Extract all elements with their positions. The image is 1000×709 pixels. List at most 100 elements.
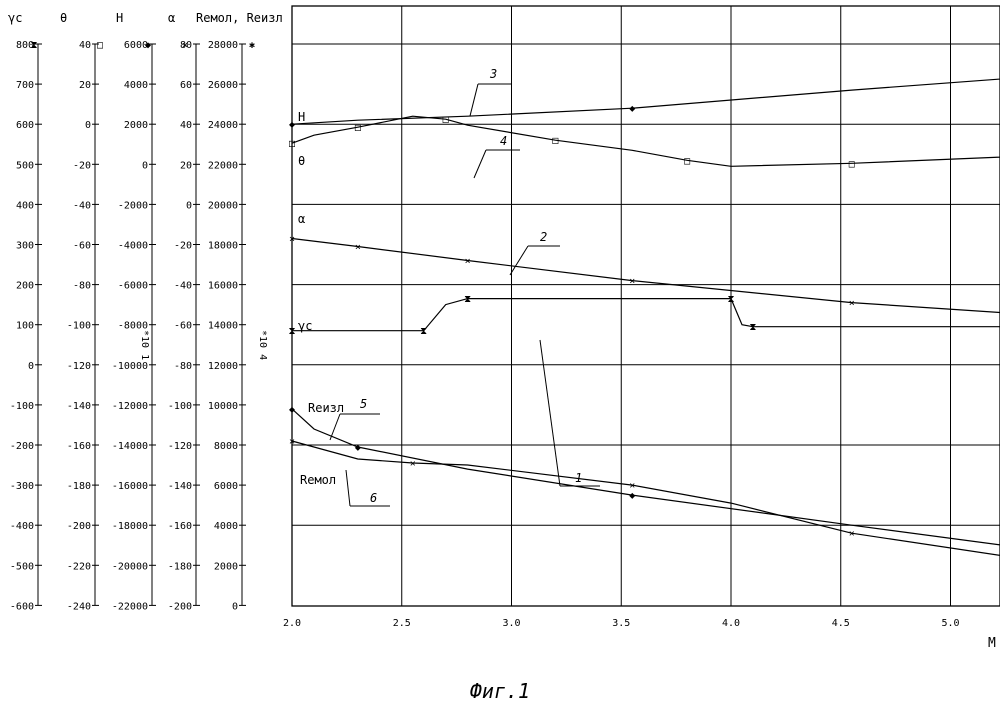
series-line [292,105,1000,166]
scale-tick-label: -600 [10,601,34,612]
scale-tick-label: 300 [16,241,34,252]
series-point: × [629,276,635,287]
scale-tick-label: -60 [174,321,192,332]
scale-header-1: θ [60,11,67,25]
scale-tick-label: -80 [174,361,192,372]
scale-tick-label: 0 [85,120,91,131]
scale-tick-label: -220 [67,561,91,572]
scale-tick-label: -140 [168,481,192,492]
series-point: × [849,298,855,309]
scale-tick-label: -180 [168,561,192,572]
series-point: × [465,256,471,267]
x-tick-label: 4.5 [832,618,850,629]
series-line [292,204,1000,324]
series-point: □ [289,139,295,150]
callout-leader-1 [540,340,560,486]
scale-tick-label: -18000 [112,521,148,532]
scale-tick-label: 2000 [214,561,238,572]
scale-tick-label: 26000 [208,80,238,91]
callout-leader-4 [474,150,486,178]
scale-tick-label: -140 [67,401,91,412]
series-point: × [629,481,635,492]
scale-tick-label: 14000 [208,321,238,332]
scale-tick-label: -200 [67,521,91,532]
scale-tick-label: 500 [16,160,34,171]
callout-number-1: 1 [575,471,582,485]
callout-number-2: 2 [540,230,547,244]
scale-tick-label: 0 [28,361,34,372]
callout-number-3: 3 [489,67,497,81]
scale-tick-label: 40 [79,40,91,51]
x-axis-label: M [988,636,996,651]
scale-tick-label: -100 [168,401,192,412]
scale-tick-label: -20000 [112,561,148,572]
scale-tick-label: -100 [10,401,34,412]
scale-tick-label: 6000 [214,481,238,492]
scale-tick-label: 200 [16,281,34,292]
scale-tick-label: 28000 [208,40,238,51]
scale-tick-label: -10000 [112,361,148,372]
scale-tick-label: -180 [67,481,91,492]
x-tick-label: 4.0 [722,618,740,629]
callout-number-4: 4 [500,134,507,148]
series-6: ⧗⧗⧗⧗⧗⧗⧗⧗ [288,294,1000,359]
scale-tick-label: 80 [180,40,192,51]
series-point: ◆ [355,443,361,454]
scale-marker-4: ✱ [249,40,255,51]
series-point: ⧗ [727,294,734,305]
scale-tick-label: -60 [73,241,91,252]
scale-tick-label: -240 [67,601,91,612]
curve-label-H: H [298,110,305,124]
scale-tick-label: 12000 [208,361,238,372]
series-point: □ [849,159,855,170]
series-line [292,409,1000,604]
curve-label-gamma: γc [298,319,312,333]
series-0: ◆◆◆◆◆◆◆ [289,0,1000,131]
scale-tick-label: 18000 [208,241,238,252]
x-tick-label: 2.0 [283,618,301,629]
scale-tick-label: -200 [168,601,192,612]
scale-marker-1: □ [97,40,103,51]
scale-multiplier-4: *10 4 [257,330,268,360]
scale-tick-label: -120 [168,441,192,452]
callout-number-5: 5 [360,397,367,411]
x-tick-label: 3.0 [502,618,520,629]
scale-tick-label: -100 [67,321,91,332]
series-point: □ [552,136,558,147]
series-point: ◆ [289,404,295,415]
scale-tick-label: -14000 [112,441,148,452]
callout-leader-5 [330,414,340,440]
series-line [292,441,1000,605]
scale-tick-label: -2000 [118,200,148,211]
series-8: ◆◆◆◆◆◆◆◆◆ [289,404,1000,610]
x-tick-label: 5.0 [941,618,959,629]
series-point: × [289,234,295,245]
scale-tick-label: -40 [174,281,192,292]
scale-header-4: Reмол, Reизл [196,11,283,25]
series-2: □□□□□□□□□□□□□ [289,101,1000,170]
series-point: × [355,242,361,253]
scale-tick-label: 20000 [208,200,238,211]
series-point: ◆ [629,104,635,115]
scale-tick-label: -160 [67,441,91,452]
scale-tick-label: -120 [67,361,91,372]
series-point: × [289,436,295,447]
curve-label-re_mol: Reмол [300,473,336,487]
scale-tick-label: 100 [16,321,34,332]
series-4: ×××××××××××××××××× [289,200,1000,331]
series-point: □ [684,156,690,167]
scale-tick-label: -20 [73,160,91,171]
series-point: ◆ [629,491,635,502]
figure-caption: Фиг.1 [470,679,530,703]
scale-tick-label: 700 [16,80,34,91]
scale-tick-label: -500 [10,561,34,572]
scale-tick-label: 16000 [208,281,238,292]
scale-tick-label: 24000 [208,120,238,131]
series-line [292,0,1000,124]
callout-number-6: 6 [370,491,377,505]
curve-label-re_izl: Reизл [308,401,344,415]
series-point: ⧗ [464,294,471,305]
scale-tick-label: 8000 [214,441,238,452]
scale-tick-label: -22000 [112,601,148,612]
